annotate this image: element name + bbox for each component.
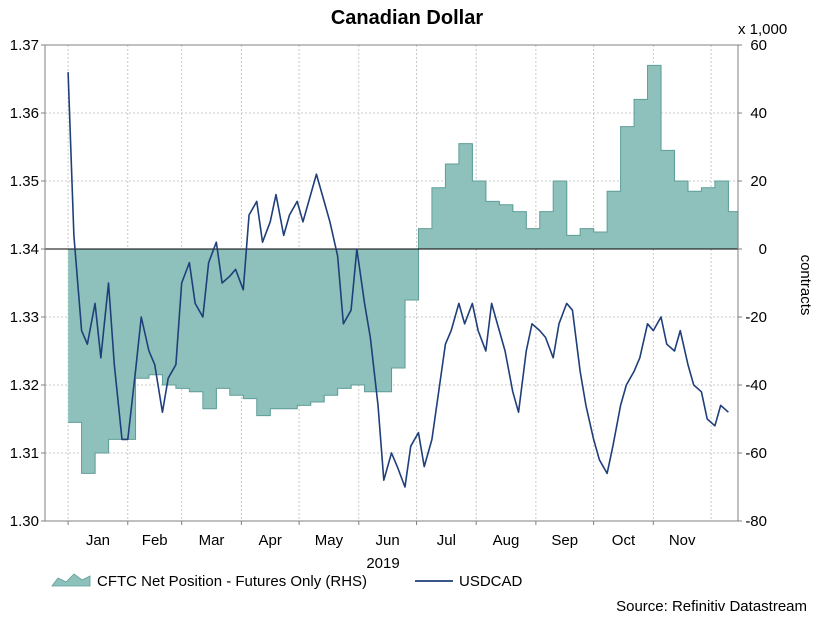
x-tick-label: Jul — [437, 532, 456, 549]
right-tick-label: 20 — [750, 173, 767, 190]
cftc-area-point — [458, 143, 473, 249]
x-tick-label: Oct — [612, 532, 636, 549]
cftc-area-point — [283, 249, 298, 409]
usdcad-line-series — [67, 72, 729, 488]
cftc-area-point — [108, 249, 123, 440]
cftc-area-point — [364, 249, 379, 392]
cftc-area-point — [472, 181, 487, 249]
plot-frame — [44, 44, 739, 522]
cftc-area-point — [539, 211, 554, 249]
cftc-area-point — [580, 228, 595, 249]
cftc-area-point — [701, 187, 716, 249]
left-tick-label: 1.35 — [10, 173, 39, 190]
x-tick-label: Nov — [669, 532, 696, 549]
cftc-area-point — [634, 99, 649, 250]
cftc-area-point — [553, 181, 568, 249]
cftc-area-point — [485, 201, 500, 249]
cftc-area-point — [229, 249, 244, 396]
cftc-area-point — [68, 249, 83, 423]
cftc-area-point — [378, 249, 393, 392]
right-tick-label: 40 — [750, 105, 767, 122]
left-tick-label: 1.31 — [10, 445, 39, 462]
x-tick-label: Mar — [199, 532, 225, 549]
x-tick-label: Apr — [259, 532, 282, 549]
usdcad-line — [67, 72, 729, 488]
cftc-area-point — [647, 65, 662, 250]
right-tick-label: -40 — [745, 377, 767, 394]
cftc-area-series — [45, 64, 739, 474]
legend: CFTC Net Position - Futures Only (RHS) U… — [51, 573, 523, 590]
right-axis-label: contracts — [797, 255, 814, 316]
cftc-area-point — [81, 249, 96, 474]
right-tick-label: -80 — [745, 513, 767, 530]
x-tick-label: May — [315, 532, 344, 549]
right-tick-label: 0 — [759, 241, 767, 258]
legend-swatch-cftc — [51, 573, 91, 587]
x-axis-ticks: Jan Feb Mar Apr May Jun Jul Aug Sep Oct Nov — [67, 521, 696, 549]
left-tick-label: 1.36 — [10, 105, 39, 122]
cftc-area-point — [162, 249, 177, 385]
cftc-area-point — [526, 228, 541, 249]
cftc-area-point — [593, 232, 608, 249]
cftc-area-point — [512, 211, 527, 249]
cftc-area-point — [391, 249, 406, 368]
cftc-area-point — [674, 181, 689, 249]
source-note: Source: Refinitiv Datastream — [616, 598, 807, 615]
cftc-area-point — [607, 191, 622, 249]
cftc-area-point — [122, 249, 137, 440]
cftc-area-point — [418, 228, 433, 249]
cftc-area-outline — [68, 64, 738, 474]
left-tick-label: 1.32 — [10, 377, 39, 394]
cftc-area-point — [351, 249, 366, 385]
cftc-area-point — [270, 249, 285, 409]
cftc-area-point — [714, 181, 729, 249]
cftc-area-point — [310, 249, 325, 402]
cftc-area-point — [445, 164, 460, 249]
cftc-area-point — [256, 249, 271, 416]
left-tick-label: 1.37 — [10, 37, 39, 54]
right-axis-ticks: -80 -60 -40 -20 0 20 40 60 — [738, 37, 767, 530]
right-axis-unit-note: x 1,000 — [738, 21, 787, 38]
left-axis-ticks: 1.30 1.31 1.32 1.33 1.34 1.35 1.36 1.37 — [10, 37, 45, 530]
x-tick-label: Aug — [493, 532, 520, 549]
cftc-area-point — [148, 249, 164, 375]
cftc-area-point — [661, 150, 676, 249]
x-tick-label: Sep — [551, 532, 578, 549]
cftc-area-point — [728, 211, 739, 249]
right-tick-label: 60 — [750, 37, 767, 54]
cftc-area-point — [566, 235, 581, 249]
cftc-area-point — [216, 249, 231, 389]
right-tick-label: -20 — [745, 309, 767, 326]
cftc-area-point — [202, 249, 217, 409]
cftc-area-point — [687, 191, 703, 249]
cftc-area-point — [499, 204, 514, 249]
cftc-area-point — [404, 249, 420, 300]
cftc-area-point — [189, 249, 204, 392]
legend-label-usdcad: USDCAD — [459, 573, 523, 590]
cftc-area-point — [135, 249, 150, 379]
cftc-area-point — [324, 249, 339, 396]
x-tick-label: Jan — [86, 532, 110, 549]
legend-label-cftc: CFTC Net Position - Futures Only (RHS) — [97, 573, 367, 590]
left-tick-label: 1.34 — [10, 241, 39, 258]
cftc-area-point — [297, 249, 312, 406]
x-tick-label: Jun — [376, 532, 400, 549]
cftc-area-point — [337, 249, 352, 389]
cftc-area-point — [431, 187, 446, 249]
left-tick-label: 1.30 — [10, 513, 39, 530]
cftc-area-point — [175, 249, 190, 389]
left-tick-label: 1.33 — [10, 309, 39, 326]
chart-title: Canadian Dollar — [331, 7, 483, 29]
x-axis-year-label: 2019 — [366, 555, 399, 572]
cftc-area-point — [620, 126, 635, 249]
cftc-area-point — [243, 249, 258, 399]
x-tick-label: Feb — [142, 532, 168, 549]
right-tick-label: -60 — [745, 445, 767, 462]
